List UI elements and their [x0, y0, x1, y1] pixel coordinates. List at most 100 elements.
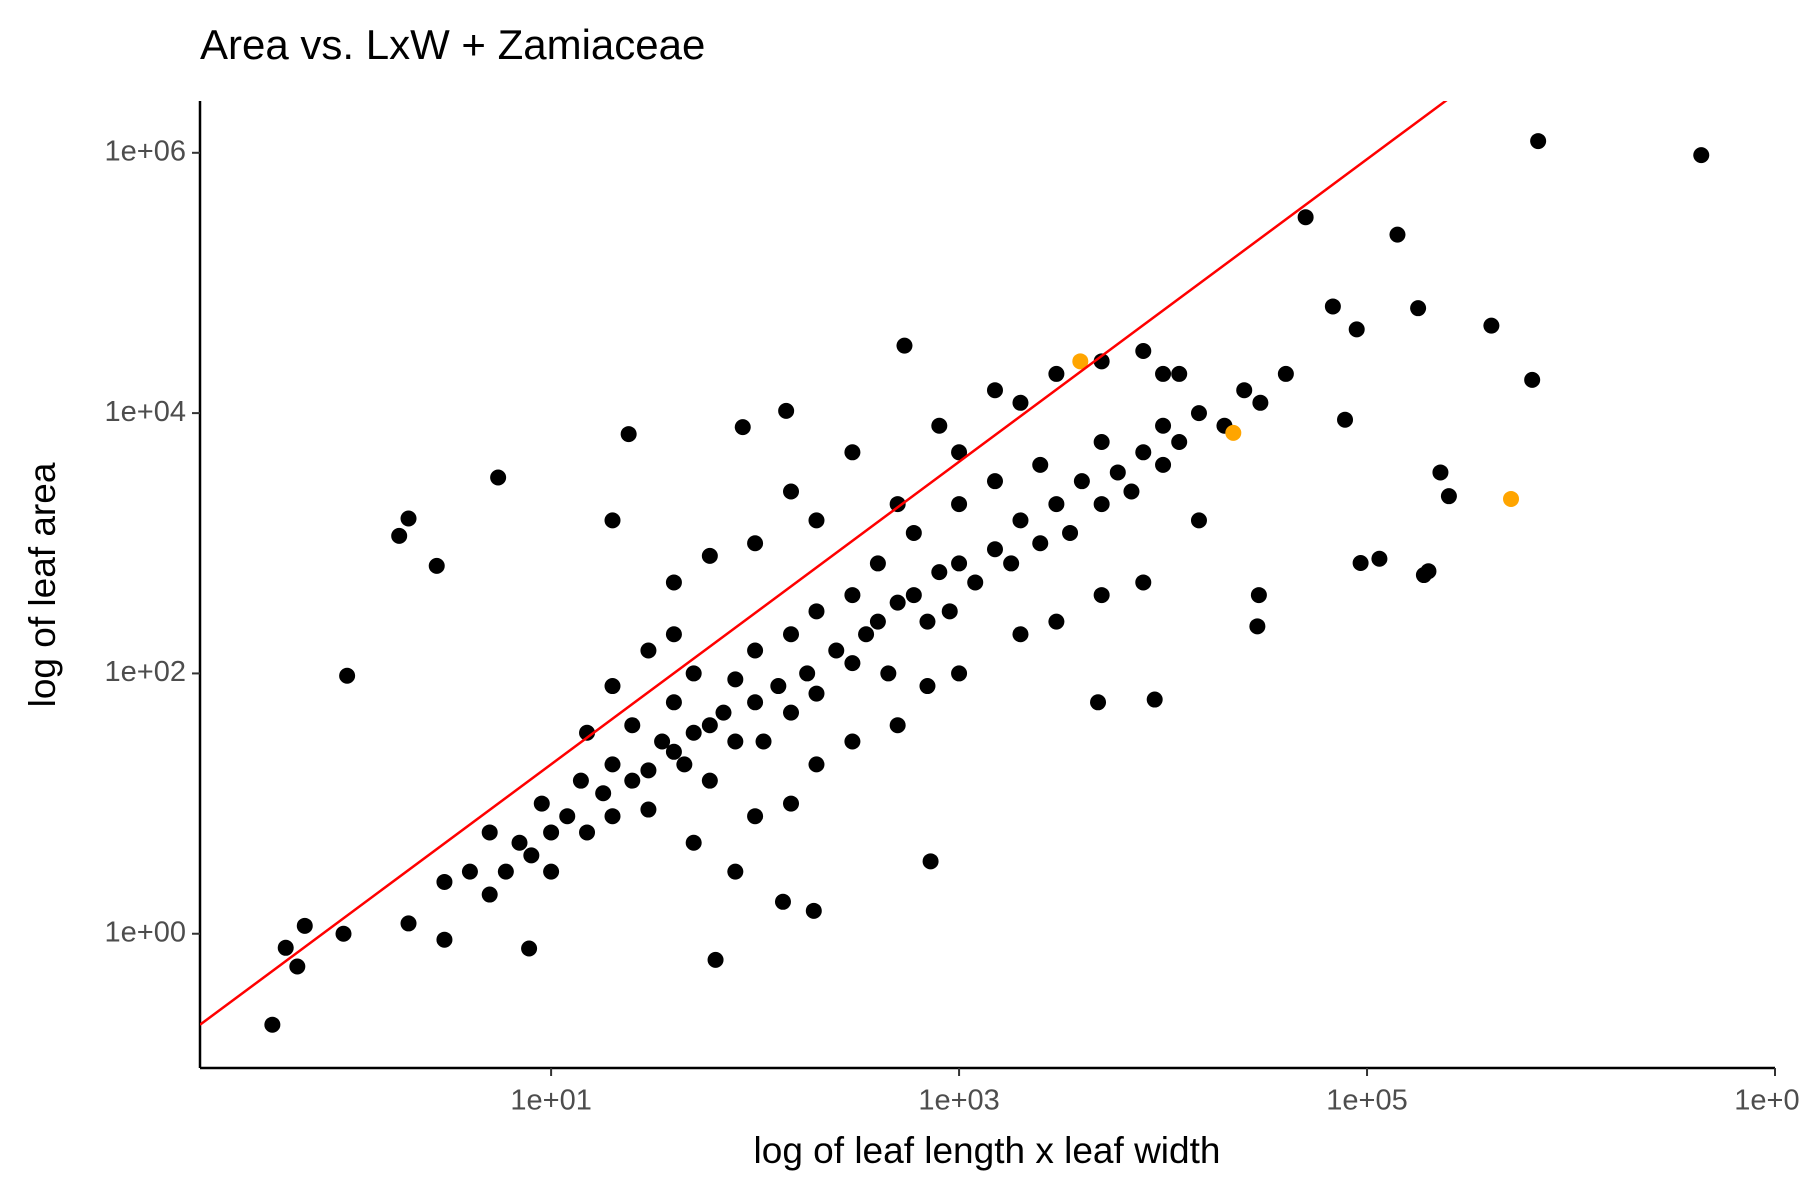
point: [701, 772, 718, 789]
y-tick-label: 1e+02: [105, 656, 186, 688]
point: [727, 671, 744, 688]
point: [654, 733, 671, 750]
point: [1503, 490, 1520, 507]
point: [400, 510, 417, 527]
x-tick-label: 1e+03: [918, 1085, 999, 1117]
point: [1072, 353, 1089, 370]
point: [296, 917, 313, 934]
point: [727, 733, 744, 750]
point: [1155, 365, 1172, 382]
point: [264, 1016, 281, 1033]
point: [620, 426, 637, 443]
point: [1252, 394, 1269, 411]
point: [770, 678, 787, 695]
point: [919, 613, 936, 630]
point: [1048, 613, 1065, 630]
point: [604, 808, 621, 825]
y-tick-label: 1e+06: [105, 135, 186, 167]
point: [1693, 147, 1710, 164]
point: [727, 863, 744, 880]
point: [1530, 133, 1547, 150]
point: [481, 824, 498, 841]
point: [640, 762, 657, 779]
point: [1420, 563, 1437, 580]
point: [1410, 300, 1427, 317]
point: [1093, 587, 1110, 604]
point: [701, 717, 718, 734]
point: [986, 541, 1003, 558]
point: [986, 382, 1003, 399]
x-tick-label: 1e+01: [510, 1085, 591, 1117]
point: [685, 834, 702, 851]
fit-line: [200, 101, 1448, 1026]
point: [986, 473, 1003, 490]
point: [559, 808, 576, 825]
point: [685, 724, 702, 741]
point: [919, 678, 936, 695]
point: [931, 564, 948, 581]
point: [624, 717, 641, 734]
point: [604, 678, 621, 695]
point: [1109, 464, 1126, 481]
point: [951, 444, 968, 461]
point: [461, 863, 478, 880]
point: [858, 626, 875, 643]
point: [1389, 226, 1406, 243]
point: [604, 756, 621, 773]
point: [289, 958, 306, 975]
point: [1171, 433, 1188, 450]
point: [1090, 694, 1107, 711]
point: [783, 483, 800, 500]
point: [436, 873, 453, 890]
point: [1062, 524, 1079, 541]
point: [1190, 512, 1207, 529]
point: [808, 756, 825, 773]
point: [523, 847, 540, 864]
point: [511, 834, 528, 851]
point: [844, 733, 861, 750]
point: [889, 594, 906, 611]
point: [1048, 365, 1065, 382]
point: [665, 626, 682, 643]
point: [951, 665, 968, 682]
point: [436, 931, 453, 948]
point: [734, 419, 751, 436]
point: [1297, 209, 1314, 226]
point: [783, 704, 800, 721]
point: [1135, 574, 1152, 591]
point: [844, 587, 861, 604]
point: [335, 925, 352, 942]
point: [869, 555, 886, 572]
y-tick-label: 1e+04: [105, 396, 186, 428]
point: [490, 469, 507, 486]
point: [905, 587, 922, 604]
point: [481, 886, 498, 903]
point: [1093, 433, 1110, 450]
point: [665, 574, 682, 591]
point: [844, 655, 861, 672]
point: [799, 665, 816, 682]
point: [1432, 464, 1449, 481]
point: [889, 717, 906, 734]
point: [905, 524, 922, 541]
point: [1250, 587, 1267, 604]
point: [1093, 353, 1110, 370]
point: [1324, 298, 1341, 315]
point: [521, 940, 538, 957]
point: [1236, 382, 1253, 399]
point: [1146, 691, 1163, 708]
point: [755, 733, 772, 750]
point: [604, 512, 621, 529]
point: [707, 951, 724, 968]
point: [1032, 535, 1049, 552]
point: [1135, 343, 1152, 360]
point: [1277, 365, 1294, 382]
point: [1225, 424, 1242, 441]
point: [747, 808, 764, 825]
point: [624, 772, 641, 789]
point: [783, 795, 800, 812]
point: [1440, 488, 1457, 505]
chart-title: Area vs. LxW + Zamiaceae: [200, 21, 705, 68]
